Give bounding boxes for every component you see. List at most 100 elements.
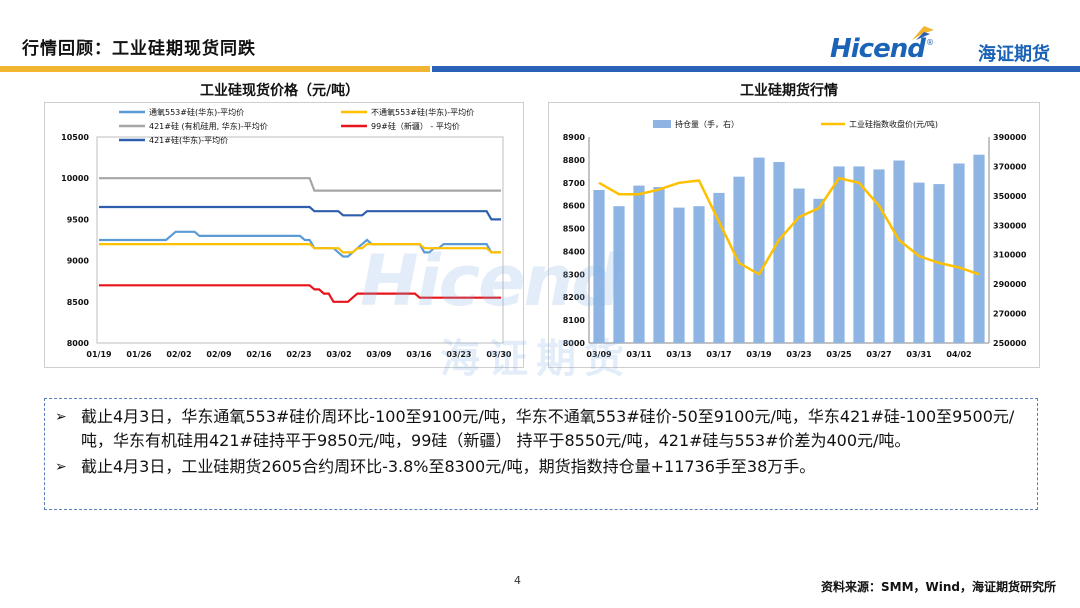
plot-area: [96, 136, 504, 344]
x-tick-label: 03/02: [326, 350, 351, 359]
y-tick-label: 9000: [67, 257, 90, 266]
y-right-tick-label: 330000: [993, 221, 1027, 230]
y-tick-label: 10000: [61, 174, 89, 183]
open-interest-bar: [753, 157, 765, 343]
open-interest-bar: [973, 154, 985, 343]
bullet-arrow-icon: ➢: [55, 459, 67, 475]
note-item: ➢ 截止4月3日，工业硅期货2605合约周环比-3.8%至8300元/吨，期货指…: [55, 455, 1023, 479]
logo-brand-cn: 海证期货: [978, 44, 1050, 65]
y-tick-label: 8500: [67, 298, 90, 307]
legend-label: 持仓量（手，右）: [675, 119, 739, 129]
page-number: 4: [514, 574, 521, 587]
y-left-tick-label: 8200: [563, 293, 586, 302]
legend-label: 421#硅 (有机硅用, 华东)-平均价: [149, 121, 268, 131]
header-band-blue-right: [540, 66, 1080, 72]
legend-label: 通氧553#硅(华东)-平均价: [149, 107, 244, 117]
open-interest-bar: [673, 207, 685, 343]
y-tick-label: 10500: [61, 133, 89, 142]
y-left-tick-label: 8700: [563, 179, 586, 188]
index-close-line: [598, 176, 980, 276]
x-tick-label: 01/26: [126, 350, 152, 359]
note-text: 截止4月3日，工业硅期货2605合约周环比-3.8%至8300元/吨，期货指数持…: [81, 457, 816, 476]
y-left-tick-label: 8900: [563, 133, 586, 142]
x-tick-label: 03/11: [626, 350, 652, 359]
open-interest-bar: [873, 169, 885, 343]
series-line: [99, 177, 501, 192]
y-left-tick-label: 8100: [563, 316, 586, 325]
note-text: 截止4月3日，华东通氧553#硅价周环比-100至9100元/吨，华东不通氧55…: [81, 407, 1015, 450]
series-line: [99, 284, 501, 303]
spot-price-chart: 8000 8500 9000 9500 10000 10500 01/19 01/26 02/0…: [44, 102, 524, 368]
y-left-tick-label: 8500: [563, 225, 586, 234]
spot-chart-title: 工业硅现货价格（元/吨）: [200, 83, 360, 99]
open-interest-bar: [853, 166, 865, 343]
open-interest-bar: [833, 166, 845, 343]
y-left-tick-label: 8600: [563, 202, 586, 211]
y-right-tick-label: 250000: [993, 339, 1027, 348]
legend-label: 421#硅(华东)-平均价: [149, 135, 228, 145]
open-interest-bar: [653, 187, 665, 343]
note-item: ➢ 截止4月3日，华东通氧553#硅价周环比-100至9100元/吨，华东不通氧…: [55, 405, 1023, 453]
open-interest-bar: [613, 206, 625, 343]
x-tick-label: 03/13: [666, 350, 691, 359]
y-tick-label: 8000: [67, 339, 90, 348]
y-left-tick-label: 8800: [563, 156, 586, 165]
futures-chart-title: 工业硅期货行情: [740, 83, 838, 99]
y-right-tick-label: 270000: [993, 310, 1027, 319]
legend-swatch: [653, 120, 671, 128]
futures-chart-svg: 8000 8100 8200 8300 8400 8500 8600 8700 8800 8900…: [563, 119, 1027, 359]
y-left-tick-label: 8400: [563, 247, 586, 256]
y-right-tick-label: 370000: [993, 162, 1027, 171]
company-logo: Hicend ® 海证期货: [830, 24, 1050, 72]
y-right-tick-label: 290000: [993, 280, 1027, 289]
page-header-title: 行情回顾：工业硅期现货同跌: [22, 39, 256, 59]
x-tick-label: 03/17: [706, 350, 731, 359]
open-interest-bar: [713, 192, 725, 343]
logo-brand-text: Hicend: [830, 34, 926, 64]
y-tick-label: 9500: [67, 215, 90, 224]
futures-chart: 8000 8100 8200 8300 8400 8500 8600 8700 8800 8900…: [548, 102, 1040, 368]
legend-label: 不通氧553#硅(华东)-平均价: [371, 107, 474, 117]
x-tick-label: 03/30: [486, 350, 512, 359]
open-interest-bar: [793, 188, 805, 343]
legend-label: 工业硅指数收盘价(元/吨): [849, 119, 938, 129]
logo-registered-mark: ®: [926, 38, 934, 47]
header-band-gold: [0, 66, 430, 72]
open-interest-bar: [693, 206, 705, 343]
x-tick-label: 02/02: [166, 350, 191, 359]
header-band-blue-left: [430, 66, 540, 72]
x-tick-label: 01/19: [86, 350, 112, 359]
source-note: 资料来源：SMM，Wind，海证期货研究所: [820, 580, 1056, 594]
x-tick-label: 03/27: [866, 350, 891, 359]
header-band-gap: [430, 66, 432, 72]
x-tick-label: 02/09: [206, 350, 232, 359]
x-tick-label: 03/25: [826, 350, 852, 359]
x-tick-label: 03/31: [906, 350, 932, 359]
open-interest-bar: [893, 160, 905, 343]
x-tick-label: 04/02: [946, 350, 971, 359]
open-interest-bar: [953, 163, 965, 343]
x-tick-label: 03/19: [746, 350, 772, 359]
open-interest-bar: [773, 162, 785, 343]
x-tick-label: 02/23: [286, 350, 311, 359]
x-tick-label: 02/16: [246, 350, 272, 359]
summary-notes: ➢ 截止4月3日，华东通氧553#硅价周环比-100至9100元/吨，华东不通氧…: [44, 398, 1038, 510]
y-left-tick-label: 8300: [563, 270, 586, 279]
series-line: [99, 205, 501, 221]
open-interest-bar: [913, 182, 925, 343]
open-interest-bar: [593, 190, 605, 343]
y-left-tick-label: 8000: [563, 339, 586, 348]
open-interest-bar: [813, 198, 825, 343]
y-right-tick-label: 310000: [993, 251, 1027, 260]
x-tick-label: 03/23: [446, 350, 471, 359]
x-tick-label: 03/23: [786, 350, 811, 359]
x-tick-label: 03/09: [586, 350, 612, 359]
x-tick-label: 03/16: [406, 350, 432, 359]
y-right-tick-label: 390000: [993, 133, 1027, 142]
bullet-arrow-icon: ➢: [55, 409, 67, 425]
spot-price-chart-svg: 8000 8500 9000 9500 10000 10500 01/19 01/26 02/0…: [61, 107, 512, 359]
series-line: [99, 243, 501, 254]
open-interest-bar: [633, 185, 645, 343]
open-interest-bar: [733, 176, 745, 343]
x-tick-label: 03/09: [366, 350, 392, 359]
